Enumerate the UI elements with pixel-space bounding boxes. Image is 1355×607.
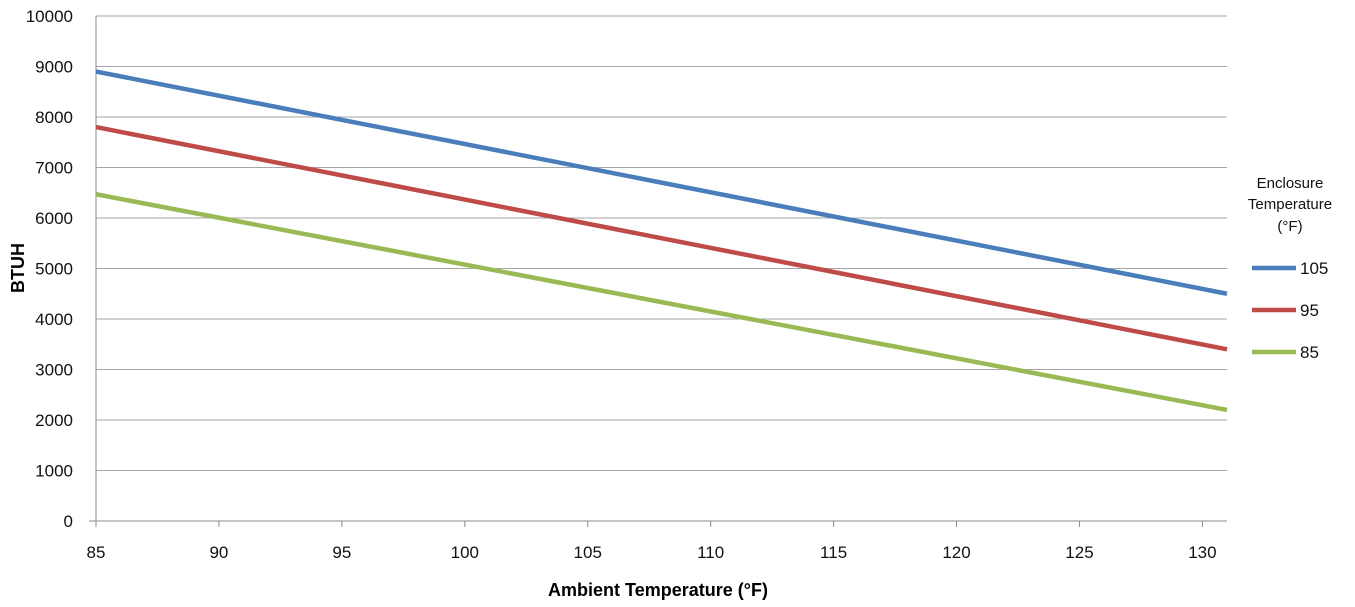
y-tick-label: 3000 — [35, 361, 73, 380]
x-tick-label: 85 — [87, 543, 106, 562]
legend: Enclosure Temperature (°F) 105 95 85 — [1248, 175, 1332, 362]
y-tick-label: 2000 — [35, 411, 73, 430]
x-tick-label: 130 — [1188, 543, 1216, 562]
x-tick-label: 90 — [209, 543, 228, 562]
x-axis-title: Ambient Temperature (°F) — [548, 580, 768, 600]
series-line-85 — [95, 192, 1228, 413]
series-lines — [95, 69, 1228, 413]
y-tick-label: 0 — [64, 512, 73, 531]
x-tick-label: 125 — [1065, 543, 1093, 562]
legend-title-line-2: Temperature — [1248, 196, 1332, 213]
legend-label-105: 105 — [1300, 259, 1328, 278]
y-tick-label: 10000 — [26, 7, 73, 26]
x-tick-label: 120 — [942, 543, 970, 562]
legend-label-95: 95 — [1300, 301, 1319, 320]
x-tick-labels: 85 90 95 100 105 110 115 120 125 130 — [87, 543, 1217, 562]
axes — [89, 16, 1227, 527]
x-tick-label: 115 — [820, 543, 847, 562]
gridlines — [96, 15, 1227, 471]
y-tick-label: 5000 — [35, 260, 73, 279]
legend-label-85: 85 — [1300, 343, 1319, 362]
legend-title-line-1: Enclosure — [1257, 175, 1324, 192]
y-tick-label: 4000 — [35, 310, 73, 329]
y-axis-title: BTUH — [8, 243, 28, 293]
y-tick-labels: 0 1000 2000 3000 4000 5000 6000 7000 8000 9000 100… — [26, 7, 73, 531]
y-tick-label: 1000 — [35, 462, 73, 481]
legend-title-line-3: (°F) — [1277, 218, 1302, 235]
y-tick-label: 8000 — [35, 108, 73, 127]
y-tick-label: 6000 — [35, 209, 73, 228]
x-tick-label: 110 — [697, 543, 724, 562]
x-tick-label: 100 — [451, 543, 479, 562]
y-tick-label: 9000 — [35, 58, 73, 77]
x-tick-label: 105 — [574, 543, 602, 562]
legend-items: 105 95 85 — [1252, 259, 1328, 362]
series-line-95 — [95, 124, 1228, 352]
y-tick-label: 7000 — [35, 159, 73, 178]
x-tick-label: 95 — [332, 543, 351, 562]
series-line-105 — [95, 69, 1228, 296]
